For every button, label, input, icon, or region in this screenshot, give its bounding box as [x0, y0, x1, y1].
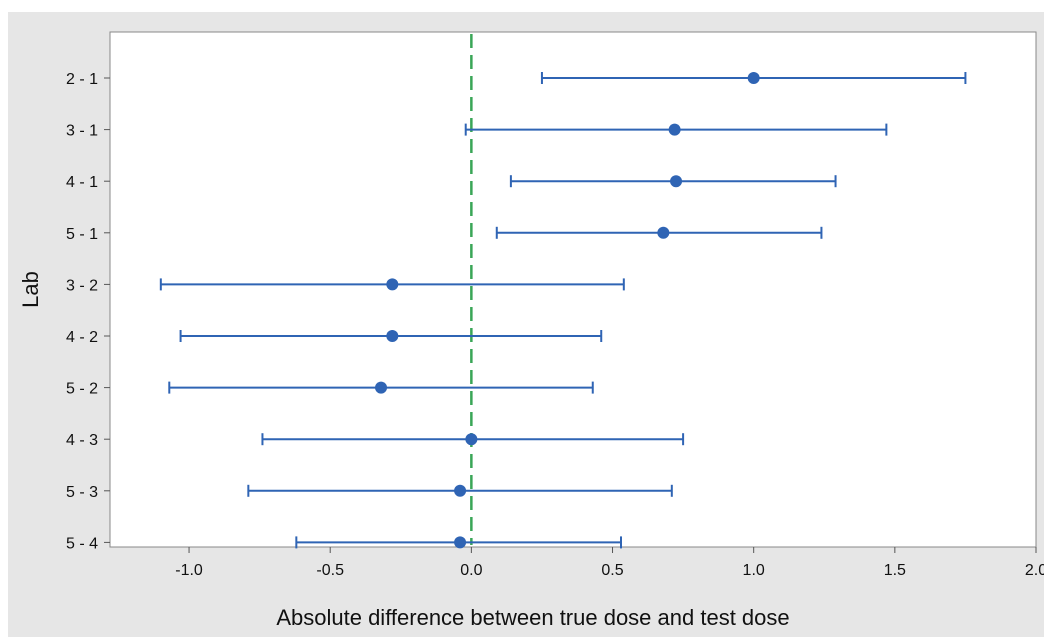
y-tick-label: 4 - 2	[66, 329, 98, 346]
y-tick-label: 5 - 2	[66, 381, 98, 398]
y-axis-title: Lab	[18, 271, 43, 308]
estimate-point	[386, 330, 399, 342]
y-tick-label: 3 - 2	[66, 277, 98, 294]
plot-area	[109, 31, 1037, 548]
y-tick-label: 4 - 3	[66, 432, 98, 449]
x-tick-label: -0.5	[316, 562, 344, 579]
chart-figure: -1.0 -0.5 0.0 0.5 1.0 1.5 2.0 2 - 1 3 - 1 4 - 1 5 …	[8, 12, 1044, 637]
y-tick-label: 5 - 4	[66, 535, 98, 552]
x-tick-label: 1.0	[743, 562, 765, 579]
x-tick-label: 1.5	[884, 562, 906, 579]
chart-svg: -1.0 -0.5 0.0 0.5 1.0 1.5 2.0 2 - 1 3 - 1 4 - 1 5 …	[18, 31, 1044, 630]
estimate-point	[375, 381, 388, 394]
estimate-point	[386, 278, 399, 291]
y-tick-label: 3 - 1	[66, 123, 98, 140]
x-axis-title: Absolute difference between true dose an…	[276, 605, 789, 630]
estimate-point	[465, 433, 478, 446]
y-tick-label: 4 - 1	[66, 174, 98, 191]
estimate-point	[747, 72, 760, 84]
y-tick-label: 2 - 1	[66, 71, 98, 88]
estimate-point	[657, 226, 670, 239]
estimate-point	[670, 175, 683, 188]
x-tick-label: 2.0	[1025, 562, 1044, 579]
estimate-point	[668, 123, 681, 136]
y-tick-label: 5 - 3	[66, 484, 98, 501]
x-tick-label: 0.5	[601, 562, 623, 579]
y-tick-label: 5 - 1	[66, 226, 98, 243]
estimate-point	[454, 484, 467, 497]
x-tick-label: 0.0	[460, 562, 482, 579]
estimate-point	[454, 536, 467, 549]
x-tick-label: -1.0	[175, 562, 203, 579]
